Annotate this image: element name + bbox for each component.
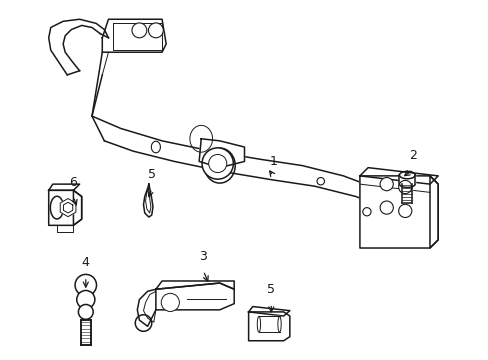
Polygon shape: [156, 281, 234, 289]
Polygon shape: [63, 202, 73, 213]
Polygon shape: [359, 168, 437, 184]
Polygon shape: [60, 199, 76, 217]
Polygon shape: [429, 176, 437, 248]
Circle shape: [316, 177, 324, 185]
Polygon shape: [248, 307, 289, 316]
Text: 1: 1: [269, 156, 277, 168]
Text: 6: 6: [69, 176, 77, 189]
Text: 2: 2: [409, 149, 417, 162]
Circle shape: [362, 208, 370, 216]
Polygon shape: [399, 175, 414, 184]
Circle shape: [132, 23, 146, 38]
Circle shape: [208, 154, 226, 172]
Circle shape: [78, 305, 93, 319]
Polygon shape: [156, 283, 234, 310]
Polygon shape: [49, 190, 81, 225]
Circle shape: [379, 201, 392, 214]
Polygon shape: [49, 184, 80, 190]
Circle shape: [398, 204, 411, 217]
Text: 4: 4: [81, 256, 90, 269]
Text: 3: 3: [199, 250, 207, 263]
Text: 5: 5: [147, 168, 156, 181]
Circle shape: [398, 180, 411, 194]
Polygon shape: [359, 176, 437, 248]
Polygon shape: [259, 316, 279, 332]
Circle shape: [379, 177, 392, 191]
Text: 5: 5: [267, 283, 275, 296]
Polygon shape: [92, 52, 108, 116]
Circle shape: [75, 274, 96, 296]
Circle shape: [161, 293, 179, 311]
Polygon shape: [92, 116, 429, 238]
Polygon shape: [248, 312, 289, 341]
Circle shape: [148, 23, 163, 38]
Polygon shape: [102, 19, 166, 52]
Polygon shape: [81, 320, 91, 345]
Circle shape: [202, 148, 233, 179]
Polygon shape: [73, 190, 81, 225]
Polygon shape: [199, 139, 244, 168]
Circle shape: [77, 291, 95, 309]
Polygon shape: [402, 184, 411, 203]
